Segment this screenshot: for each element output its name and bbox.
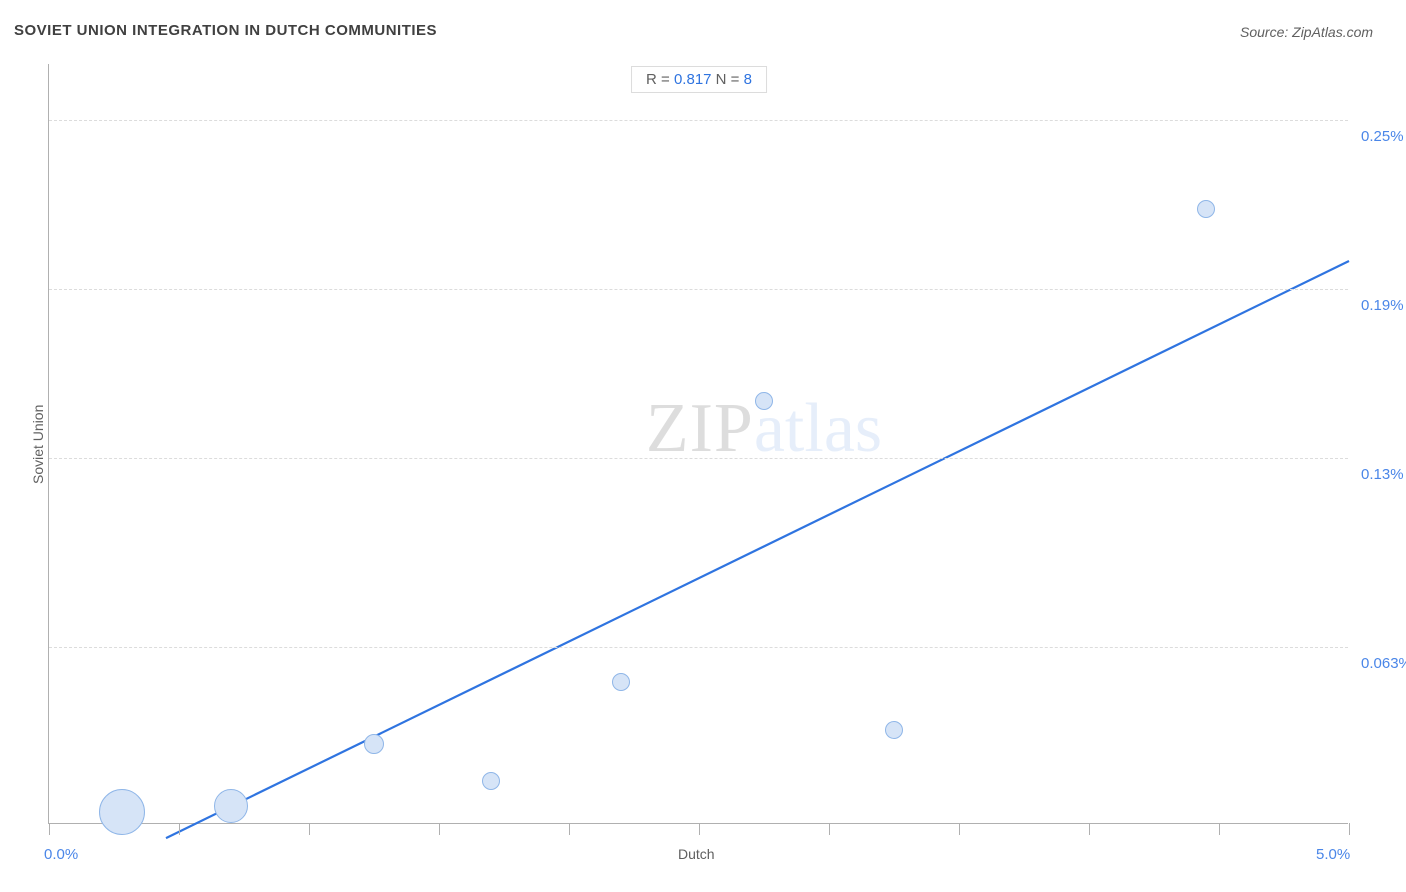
chart-title: SOVIET UNION INTEGRATION IN DUTCH COMMUN…	[14, 22, 437, 39]
x-tick	[1219, 823, 1220, 835]
data-point	[482, 772, 500, 790]
data-point	[1197, 200, 1215, 218]
y-tick-label: 0.063%	[1361, 655, 1406, 672]
trendline-svg	[49, 64, 1348, 823]
data-point	[364, 734, 384, 754]
gridline	[49, 647, 1348, 648]
x-tick	[439, 823, 440, 835]
x-axis-min-label: 0.0%	[44, 846, 78, 863]
y-tick-label: 0.19%	[1361, 297, 1404, 314]
data-point	[99, 789, 145, 835]
x-tick	[309, 823, 310, 835]
y-tick-label: 0.13%	[1361, 466, 1404, 483]
x-axis-max-label: 5.0%	[1316, 846, 1350, 863]
x-tick	[829, 823, 830, 835]
source-credit: Source: ZipAtlas.com	[1240, 24, 1373, 40]
gridline	[49, 289, 1348, 290]
trendline	[166, 261, 1349, 838]
x-tick	[699, 823, 700, 835]
data-point	[885, 721, 903, 739]
y-tick-label: 0.25%	[1361, 128, 1404, 145]
x-tick	[179, 823, 180, 835]
y-axis-label: Soviet Union	[30, 405, 46, 484]
data-point	[612, 673, 630, 691]
gridline	[49, 458, 1348, 459]
x-tick	[1349, 823, 1350, 835]
scatter-plot-area: ZIPatlas R = 0.817 N = 8 0.063%0.13%0.19…	[48, 64, 1348, 824]
data-point	[755, 392, 773, 410]
x-axis-label: Dutch	[678, 846, 715, 862]
x-tick	[569, 823, 570, 835]
x-tick	[49, 823, 50, 835]
x-tick	[1089, 823, 1090, 835]
data-point	[214, 789, 248, 823]
x-tick	[959, 823, 960, 835]
gridline	[49, 120, 1348, 121]
